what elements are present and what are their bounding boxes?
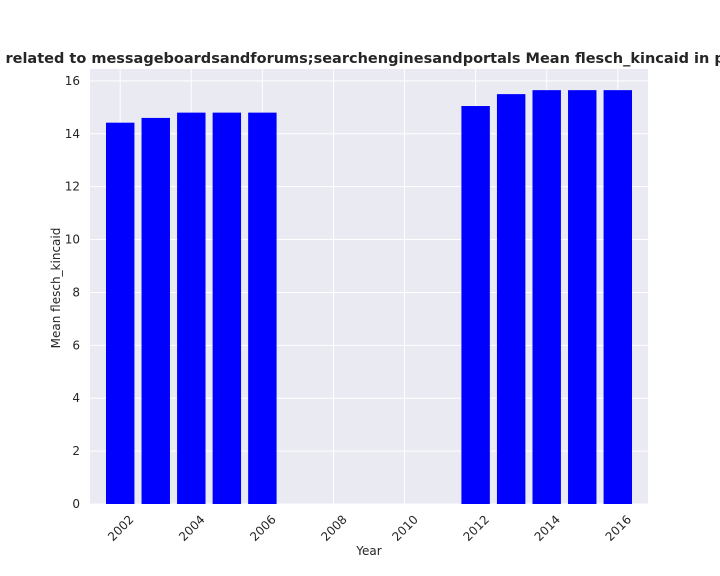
- x-axis-label: Year: [355, 544, 381, 558]
- y-tick-label: 2: [72, 444, 80, 458]
- bar-2013: [496, 94, 526, 504]
- y-tick-label: 4: [72, 391, 80, 405]
- bar-2016: [603, 90, 633, 504]
- y-axis-ticks: 0 2 4 6 8 10 12 14 16: [65, 74, 80, 511]
- y-tick-label: 16: [65, 74, 80, 88]
- bar-2004: [177, 112, 206, 505]
- y-tick-label: 6: [72, 338, 80, 352]
- bars: [105, 90, 633, 505]
- bar-2006: [248, 112, 277, 505]
- bar-2014: [532, 90, 561, 504]
- chart-title: are related to messageboardsandforums;se…: [0, 51, 720, 67]
- bar-2003: [141, 117, 170, 505]
- y-axis-label: Mean flesch_kincaid: [49, 228, 63, 349]
- bar-2015: [568, 90, 597, 504]
- y-tick-label: 0: [72, 497, 80, 511]
- bar-2005: [212, 112, 242, 505]
- y-tick-label: 10: [65, 233, 80, 247]
- y-tick-label: 8: [72, 285, 80, 299]
- y-tick-label: 14: [65, 127, 80, 141]
- bar-2002: [105, 122, 135, 505]
- y-tick-label: 12: [65, 180, 80, 194]
- bar-2012: [461, 106, 490, 505]
